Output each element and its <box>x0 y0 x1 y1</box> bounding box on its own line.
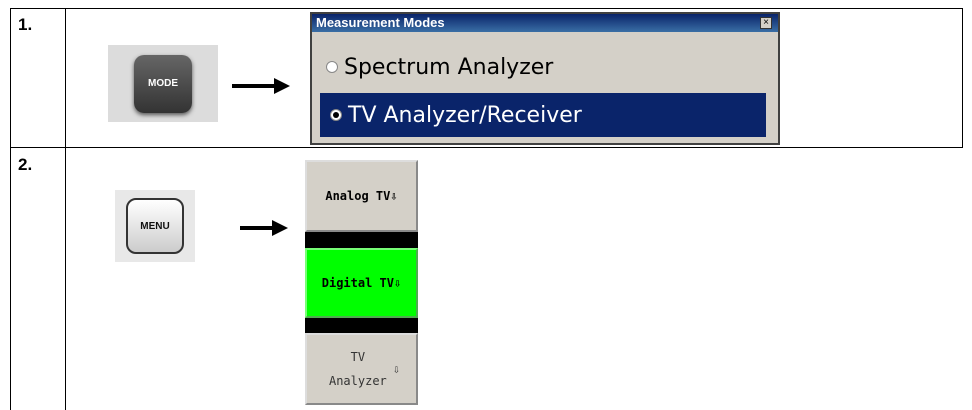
softkey-panel: Analog TV⇩ Digital TV⇩ TV Analyzer⇩ <box>305 160 418 405</box>
step-number: 2. <box>18 155 32 175</box>
softkey-label: TV Analyzer <box>323 345 393 393</box>
mode-key-image: MODE <box>108 45 218 122</box>
option-label: Spectrum Analyzer <box>344 55 553 80</box>
arrow <box>240 218 300 238</box>
step-number: 1. <box>18 15 32 35</box>
dialog: Measurement Modes × Spectrum Analyzer TV… <box>310 12 780 145</box>
close-button[interactable]: × <box>760 17 772 29</box>
row-border <box>10 147 963 148</box>
softkey[interactable]: TV Analyzer⇩ <box>305 333 418 405</box>
menu-key[interactable]: MENU <box>126 198 184 254</box>
option-label: TV Analyzer/Receiver <box>348 103 582 128</box>
softkey-active[interactable]: Digital TV⇩ <box>305 248 418 318</box>
col-divider <box>65 8 66 410</box>
option-selected[interactable]: TV Analyzer/Receiver <box>320 93 766 137</box>
softkey[interactable]: Analog TV⇩ <box>305 160 418 232</box>
menu-key-image: MENU <box>115 190 195 262</box>
softkey-label: Digital TV <box>322 271 394 295</box>
page: 1. MODE Measurement Modes × Spectrum Ana… <box>0 0 972 410</box>
dialog-title: Measurement Modes <box>312 14 778 32</box>
softkey-label: Analog TV <box>325 184 390 208</box>
mode-key[interactable]: MODE <box>134 55 192 113</box>
arrow <box>232 76 292 96</box>
left-border <box>10 147 11 410</box>
option[interactable]: Spectrum Analyzer <box>316 48 766 86</box>
